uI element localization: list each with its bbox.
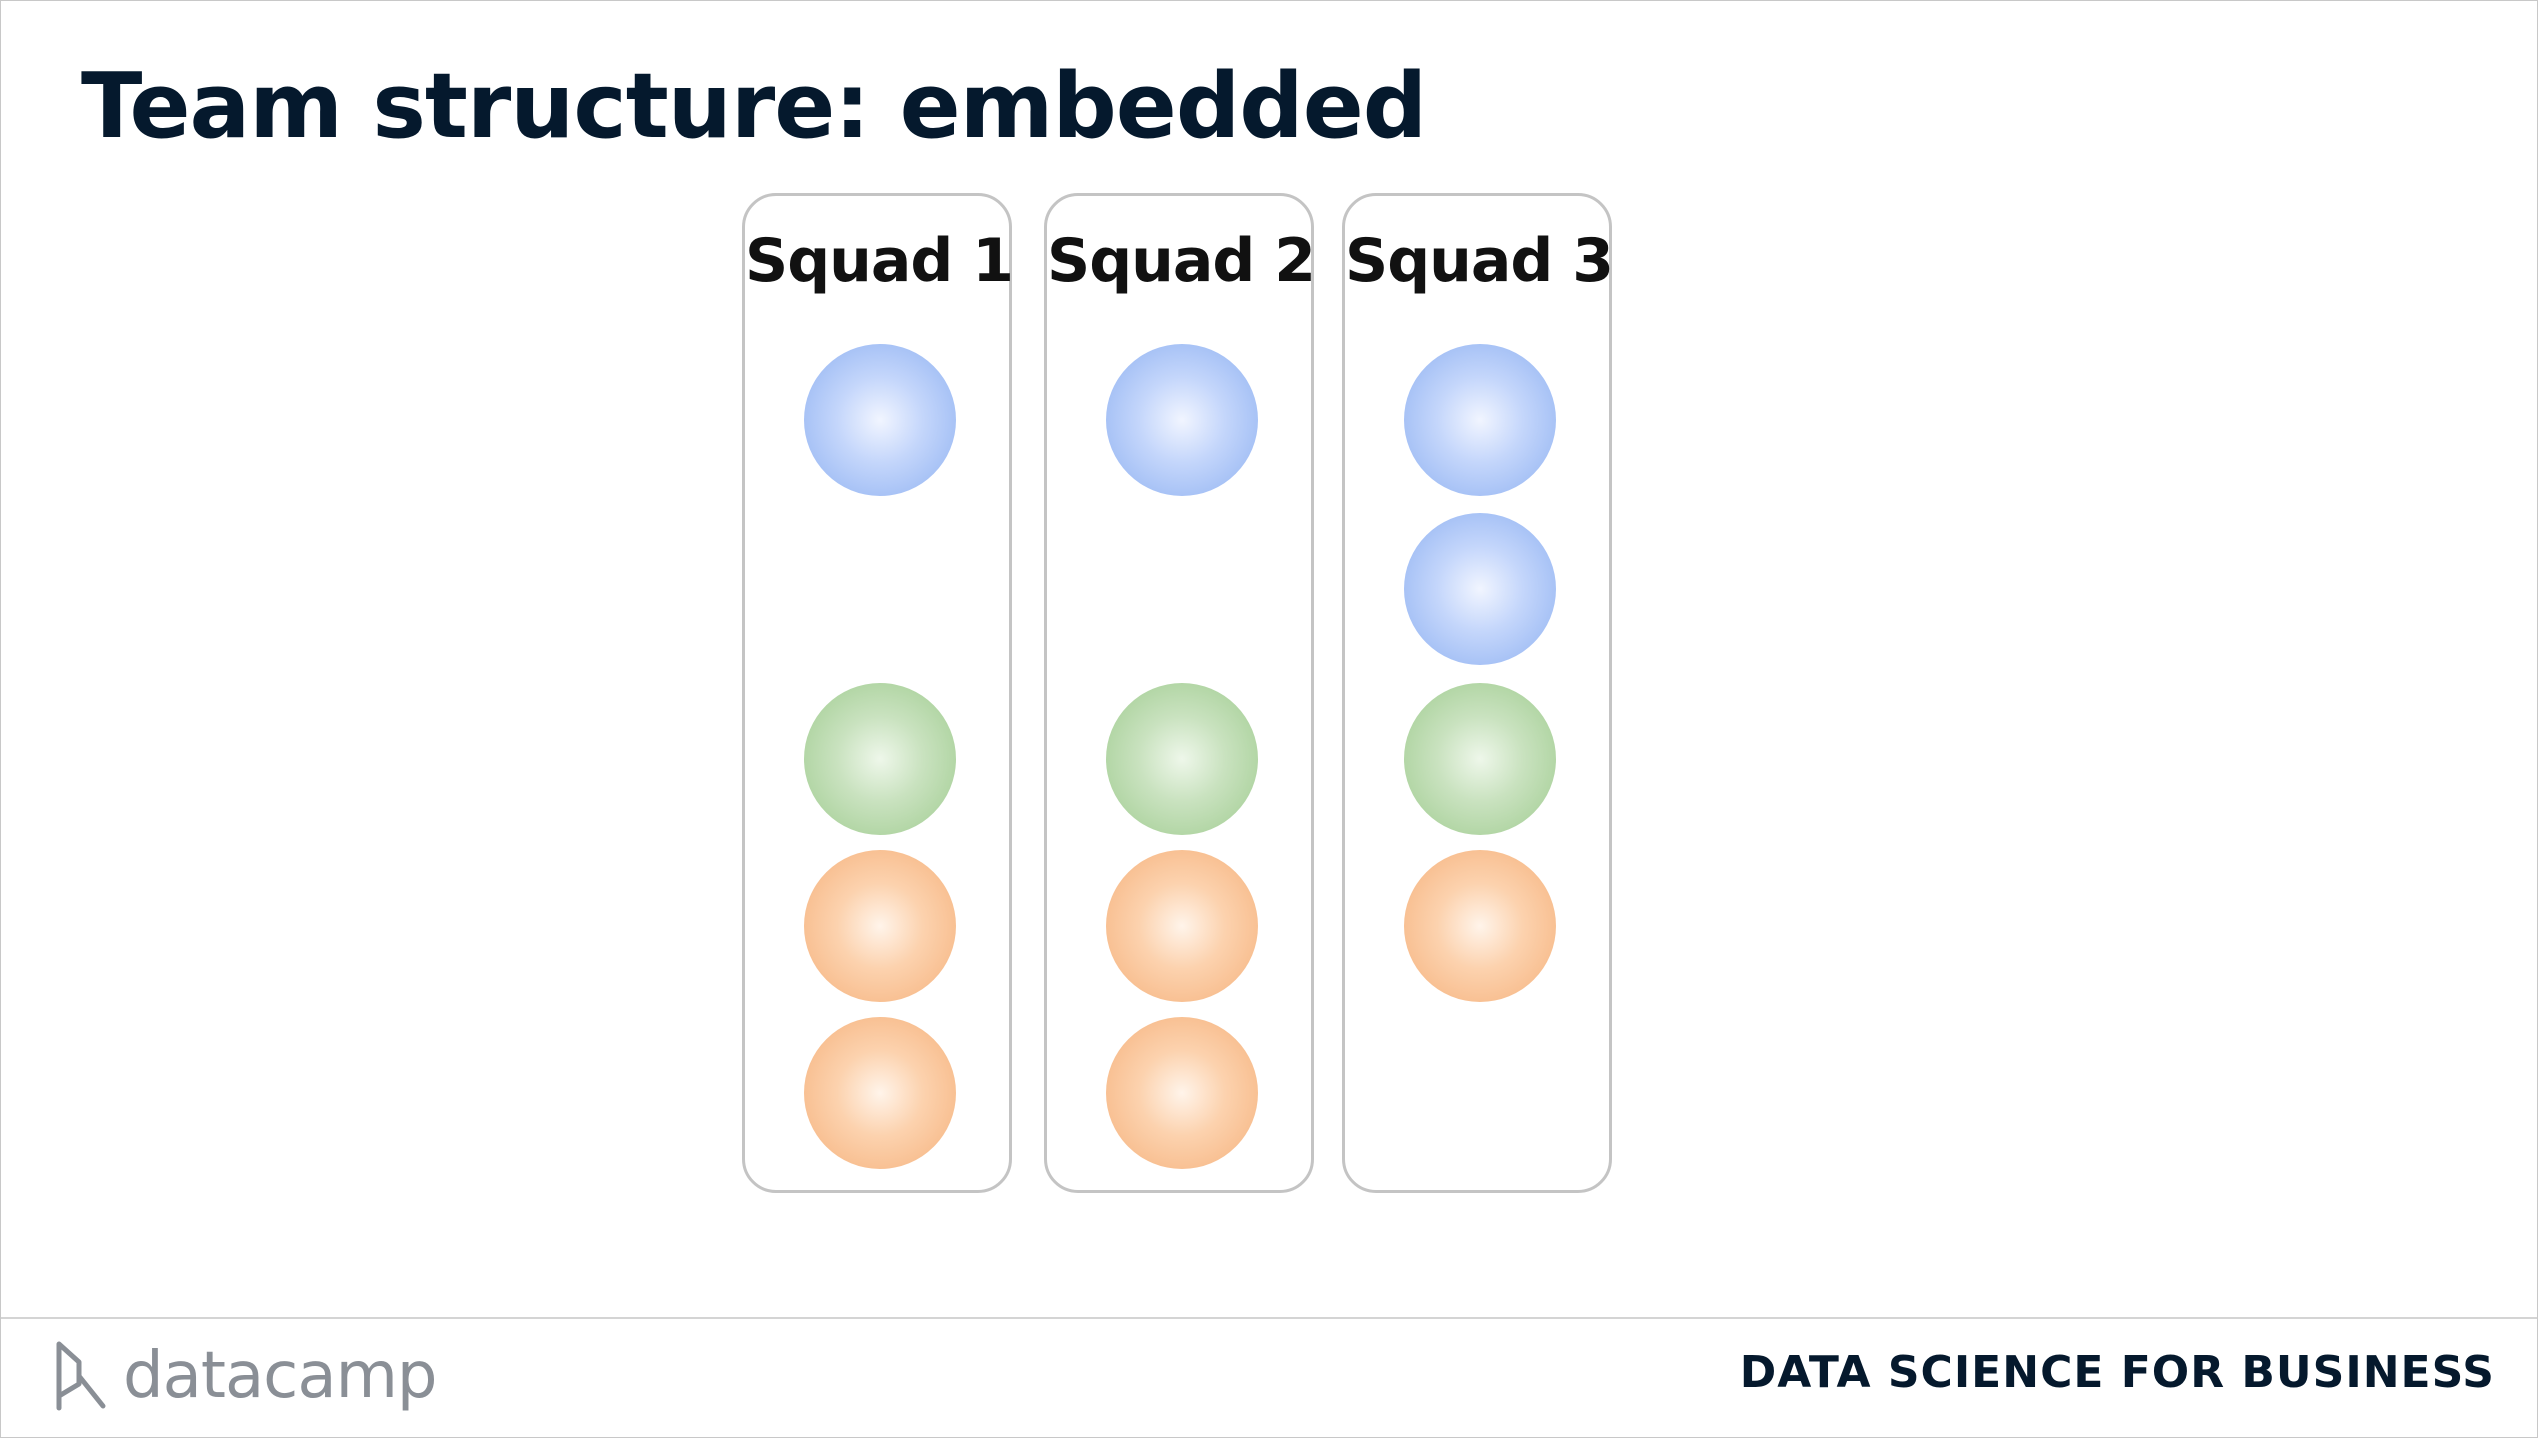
team-member-circle-green: [804, 683, 956, 835]
team-member-circle-blue: [1106, 344, 1258, 496]
team-member-circle-blue: [1404, 344, 1556, 496]
footer-divider: [1, 1317, 2537, 1319]
datacamp-logo: datacamp: [53, 1336, 438, 1416]
squad-column-1: Squad 1: [742, 193, 1014, 1193]
team-member-circle-orange: [804, 850, 956, 1002]
squad-column-2: Squad 2: [1044, 193, 1316, 1193]
team-member-circle-green: [1106, 683, 1258, 835]
course-name: DATA SCIENCE FOR BUSINESS: [1739, 1347, 2495, 1398]
team-member-circle-blue: [1404, 513, 1556, 665]
team-member-circle-green: [1404, 683, 1556, 835]
squad-label: Squad 2: [1047, 226, 1316, 296]
logo-wordmark: datacamp: [123, 1339, 438, 1413]
team-member-circle-blue: [804, 344, 956, 496]
team-member-circle-orange: [1106, 1017, 1258, 1169]
slide-title: Team structure: embedded: [81, 54, 1427, 159]
datacamp-logo-icon: [56, 1341, 106, 1411]
squad-label: Squad 3: [1345, 226, 1614, 296]
team-member-circle-orange: [804, 1017, 956, 1169]
squad-column-3: Squad 3: [1342, 193, 1614, 1193]
team-member-circle-orange: [1106, 850, 1258, 1002]
squad-label: Squad 1: [745, 226, 1014, 296]
team-member-circle-orange: [1404, 850, 1556, 1002]
